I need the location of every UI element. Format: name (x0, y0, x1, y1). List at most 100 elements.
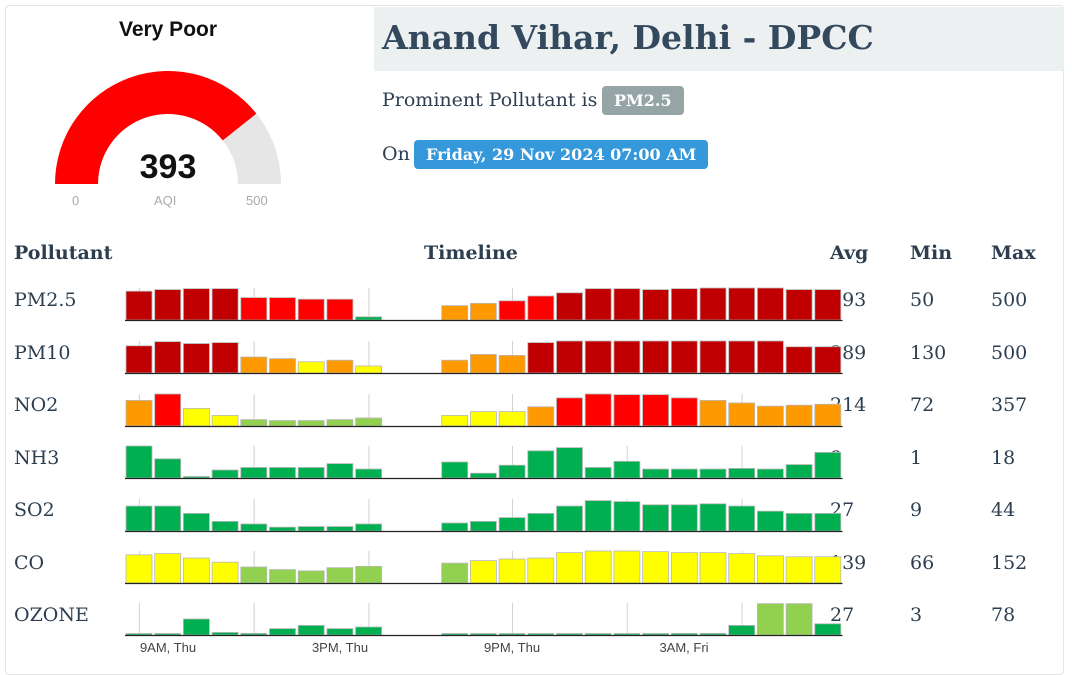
timeline-bar (125, 345, 153, 374)
timeline-bar (355, 626, 383, 636)
header-max: Max (991, 242, 1036, 264)
timeline-bar (469, 302, 497, 321)
timeline-bar (297, 467, 325, 479)
timeline-bar (728, 402, 756, 427)
station-title: Anand Vihar, Delhi - DPCC (382, 18, 874, 57)
header-avg: Avg (830, 242, 869, 264)
timeline-bar (154, 458, 182, 479)
timeline-bar (728, 625, 756, 636)
max-value: 500 (991, 289, 1028, 311)
timeline-bar (613, 460, 641, 479)
timeline-bar (154, 289, 182, 321)
timeline-bar (785, 289, 813, 321)
timeline-bar (182, 407, 210, 427)
pollutant-name: PM2.5 (14, 289, 77, 311)
timeline-bar (814, 451, 842, 479)
timeline-bar (211, 288, 239, 321)
timeline-bar (469, 521, 497, 532)
timeline-bar (699, 633, 727, 636)
timeline-bar (670, 397, 698, 427)
gauge-unit-label: AQI (154, 193, 177, 208)
timeline-bar (240, 356, 268, 374)
timeline-bar (814, 513, 842, 532)
timeline-bar (441, 415, 469, 427)
timeline-bar (584, 500, 612, 532)
timeline-bar (154, 553, 182, 584)
timeline-bar (441, 562, 469, 584)
timeline-x-label: 9AM, Thu (140, 640, 196, 655)
min-value: 9 (910, 499, 923, 521)
timeline-bar (240, 566, 268, 584)
timeline-bar (670, 633, 698, 636)
timeline-bar (584, 288, 612, 321)
header-pollutant: Pollutant (14, 242, 113, 264)
timeline-bar (269, 297, 296, 321)
min-value: 1 (910, 447, 923, 469)
timeline-bar (297, 420, 325, 427)
timeline-bar (527, 406, 555, 427)
timeline-bar (584, 393, 612, 427)
timeline-bar (182, 343, 210, 374)
pollutant-name: OZONE (14, 604, 89, 626)
timeline-bar (498, 517, 526, 532)
timeline-bar (240, 297, 268, 321)
timeline-bar (757, 468, 784, 479)
timeline-bar (326, 526, 354, 532)
aqi-value: 393 (139, 148, 197, 186)
timeline-bar (584, 633, 612, 636)
timeline-bar (326, 419, 354, 427)
timeline-bar (670, 340, 698, 374)
gauge-min-label: 0 (72, 193, 80, 208)
timeline-bar (814, 289, 842, 321)
timeline-bar (441, 522, 469, 532)
timeline-bar (527, 633, 555, 636)
header-timeline: Timeline (424, 242, 518, 264)
pollutant-name: PM10 (14, 342, 71, 364)
timeline-bar (642, 551, 669, 584)
aqi-category: Very Poor (118, 18, 218, 41)
timeline-bar (642, 504, 669, 532)
timeline-bar (469, 411, 497, 427)
timeline-bar (556, 397, 583, 427)
gauge-fill (55, 71, 257, 184)
timeline-bar (297, 298, 325, 321)
timeline-bar (814, 623, 842, 636)
timeline-bar (297, 625, 325, 636)
aqi-gauge (55, 71, 281, 184)
timeline-bar (728, 505, 756, 532)
timeline-bar (699, 287, 727, 321)
timeline-bar (613, 340, 641, 374)
timeline-bar (240, 467, 268, 479)
timeline-bar (584, 340, 612, 374)
timeline-bar (498, 558, 526, 584)
timeline-bar (670, 552, 698, 584)
timeline-bar (498, 633, 526, 636)
timeline-bar (527, 557, 555, 584)
timeline-bar (355, 417, 383, 427)
timeline-bar (556, 552, 583, 584)
timeline-bar (125, 633, 153, 636)
pollutant-name: SO2 (14, 499, 55, 521)
timeline-bar (699, 552, 727, 584)
timeline-bar (699, 468, 727, 479)
timeline-bar (556, 505, 583, 532)
timeline-row (125, 287, 843, 322)
timeline-bar (441, 359, 469, 374)
timeline-bar (441, 633, 469, 636)
timeline-bar (469, 560, 497, 584)
station-header (374, 7, 1064, 71)
timeline-bar (613, 288, 641, 321)
timeline-row (125, 499, 843, 533)
timeline-bar (154, 505, 182, 532)
timeline-bar (269, 420, 296, 427)
timeline-bar (182, 618, 210, 636)
timeline-row (125, 603, 843, 637)
timeline-bar (182, 476, 210, 479)
timeline-bar (326, 567, 354, 584)
timeline-bar (297, 526, 325, 532)
timeline-bar (125, 290, 153, 321)
timeline-bar (728, 287, 756, 321)
timeline-bar (527, 295, 555, 321)
timeline-bar (556, 633, 583, 636)
